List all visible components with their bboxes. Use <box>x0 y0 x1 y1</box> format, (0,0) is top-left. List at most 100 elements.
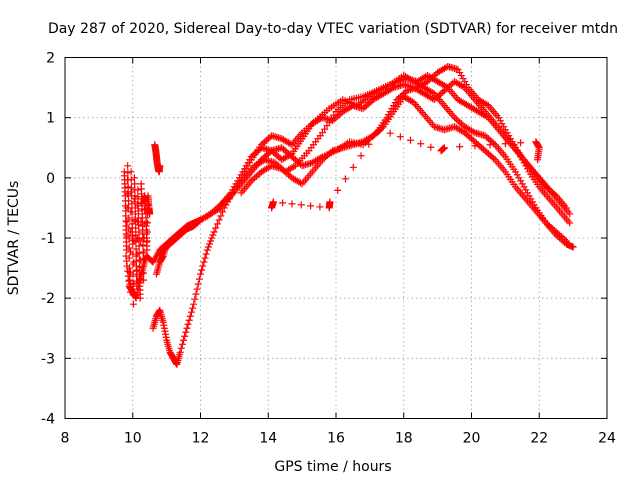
data-point <box>459 83 467 91</box>
data-point <box>320 154 328 162</box>
data-point <box>210 207 218 215</box>
data-point <box>283 169 291 177</box>
data-point <box>501 140 509 148</box>
data-point <box>459 75 467 83</box>
data-point <box>124 169 132 177</box>
data-point <box>495 114 503 122</box>
data-point <box>217 212 225 220</box>
data-point <box>259 154 267 162</box>
data-point <box>281 147 289 155</box>
data-point <box>130 174 138 182</box>
data-point <box>390 102 398 110</box>
data-point <box>554 229 562 237</box>
data-point <box>288 200 296 208</box>
data-point <box>550 190 558 198</box>
data-point <box>513 171 521 179</box>
data-point <box>488 153 496 161</box>
data-point <box>434 93 442 101</box>
data-point <box>334 112 342 120</box>
data-point <box>252 172 260 180</box>
data-point <box>135 228 143 236</box>
data-point <box>318 129 326 137</box>
data-point <box>556 231 564 239</box>
data-point <box>129 290 137 298</box>
data-point <box>123 218 131 226</box>
data-point <box>547 223 555 231</box>
series-cluster-spike <box>151 141 164 176</box>
data-point <box>322 153 330 161</box>
data-point <box>423 78 431 86</box>
data-point <box>124 162 132 170</box>
x-tick-label: 22 <box>530 431 548 447</box>
data-point <box>180 336 188 344</box>
data-point <box>207 210 215 218</box>
data-point <box>557 232 565 240</box>
data-point <box>490 154 498 162</box>
data-point <box>488 138 496 146</box>
data-point <box>251 174 259 182</box>
data-point <box>545 222 553 230</box>
data-point <box>293 157 301 165</box>
data-point <box>125 254 133 262</box>
data-point <box>232 180 240 188</box>
data-point <box>542 183 550 191</box>
data-point <box>239 168 247 176</box>
data-point <box>451 114 459 122</box>
data-point <box>263 151 271 159</box>
plot-frame <box>64 57 608 419</box>
data-point <box>523 189 531 197</box>
x-tick-label: 12 <box>192 431 210 447</box>
data-point <box>124 183 132 191</box>
x-tick-label: 20 <box>463 431 481 447</box>
data-point <box>456 143 464 151</box>
data-point <box>444 84 452 92</box>
data-point <box>496 117 504 125</box>
data-point <box>134 207 142 215</box>
data-point <box>269 198 277 206</box>
data-point <box>140 262 148 270</box>
data-point <box>209 231 217 239</box>
data-point <box>278 165 286 173</box>
data-point <box>212 224 220 232</box>
data-point <box>295 159 303 167</box>
x-tick-label: 16 <box>327 431 345 447</box>
data-point <box>199 262 207 270</box>
data-point <box>131 180 139 188</box>
data-point <box>566 219 574 227</box>
data-point <box>177 344 185 352</box>
data-point <box>386 129 394 137</box>
data-point <box>429 89 437 97</box>
data-point <box>430 96 438 104</box>
data-point <box>206 240 214 248</box>
data-point <box>334 186 342 194</box>
data-point <box>125 234 133 242</box>
data-point <box>234 177 242 185</box>
data-point <box>137 199 145 207</box>
data-point <box>369 132 377 140</box>
x-tick-label: 10 <box>124 431 142 447</box>
data-point <box>134 186 142 194</box>
data-point <box>285 171 293 179</box>
data-point <box>569 243 577 251</box>
data-point <box>469 136 477 144</box>
data-point <box>454 66 462 74</box>
data-point <box>562 204 570 212</box>
x-tick-label: 24 <box>598 431 616 447</box>
data-point <box>452 115 460 123</box>
data-point <box>290 154 298 162</box>
data-point <box>254 171 262 179</box>
data-point <box>215 216 223 224</box>
data-point <box>195 275 203 283</box>
data-point <box>219 208 227 216</box>
data-point <box>181 332 189 340</box>
data-point <box>286 140 294 148</box>
data-point <box>500 123 508 131</box>
data-point <box>213 204 221 212</box>
data-point <box>408 98 416 106</box>
data-point <box>357 152 365 160</box>
data-point <box>522 186 530 194</box>
data-point <box>134 193 142 201</box>
data-point <box>261 138 269 146</box>
data-point <box>483 133 491 141</box>
data-point <box>549 225 557 233</box>
